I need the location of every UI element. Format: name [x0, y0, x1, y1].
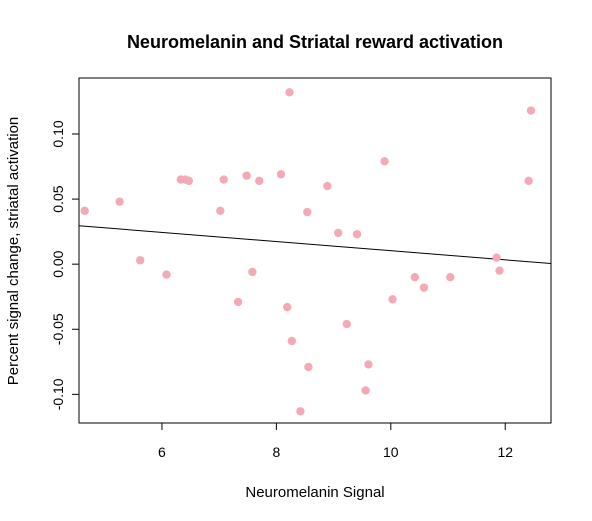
x-tick-label: 12 — [497, 444, 513, 460]
x-axis: 6 8 10 12 — [158, 422, 513, 460]
y-tick-label: -0.05 — [50, 313, 66, 345]
data-point — [304, 362, 313, 372]
data-point — [352, 230, 362, 239]
y-tick-label: 0.00 — [50, 250, 66, 277]
chart-title: Neuromelanin and Striatal reward activat… — [127, 32, 503, 52]
data-point — [364, 360, 373, 369]
regression-line — [78, 225, 552, 265]
data-point — [296, 407, 305, 416]
x-axis-label: Neuromelanin Signal — [245, 484, 384, 501]
data-point — [184, 176, 194, 186]
data-point — [219, 175, 228, 184]
plot-frame — [78, 77, 552, 424]
x-tick-label: 6 — [158, 444, 166, 460]
data-point — [136, 256, 145, 265]
points-layer — [80, 88, 536, 416]
data-point — [80, 206, 89, 215]
data-point — [388, 295, 397, 304]
data-point — [342, 319, 351, 329]
data-point — [283, 302, 292, 312]
data-point — [495, 266, 504, 275]
data-point — [526, 106, 536, 115]
y-tick-label: -0.10 — [50, 378, 66, 410]
y-axis: -0.10 -0.05 0.00 0.05 0.10 — [50, 120, 80, 410]
data-point — [492, 253, 501, 262]
x-tick-label: 10 — [383, 444, 399, 460]
data-point — [303, 207, 312, 217]
data-point — [333, 228, 343, 238]
data-point — [419, 283, 429, 292]
data-point — [380, 157, 389, 166]
data-point — [115, 197, 124, 206]
x-tick-label: 8 — [272, 444, 280, 460]
y-axis-label: Percent signal change, striatal activati… — [5, 117, 22, 385]
y-tick-label: 0.10 — [50, 120, 66, 147]
y-tick-label: 0.05 — [50, 185, 66, 212]
data-point — [410, 272, 420, 282]
data-point — [323, 181, 332, 191]
data-point — [524, 176, 533, 186]
data-point — [446, 272, 455, 282]
data-point — [233, 297, 243, 307]
data-point — [287, 336, 297, 346]
data-point — [248, 267, 257, 277]
regression-layer — [78, 225, 552, 265]
data-point — [242, 171, 251, 180]
data-point — [255, 176, 264, 186]
data-point — [216, 206, 225, 215]
data-point — [162, 270, 171, 279]
data-point — [285, 88, 294, 97]
data-point — [361, 386, 370, 395]
data-point — [276, 170, 286, 179]
